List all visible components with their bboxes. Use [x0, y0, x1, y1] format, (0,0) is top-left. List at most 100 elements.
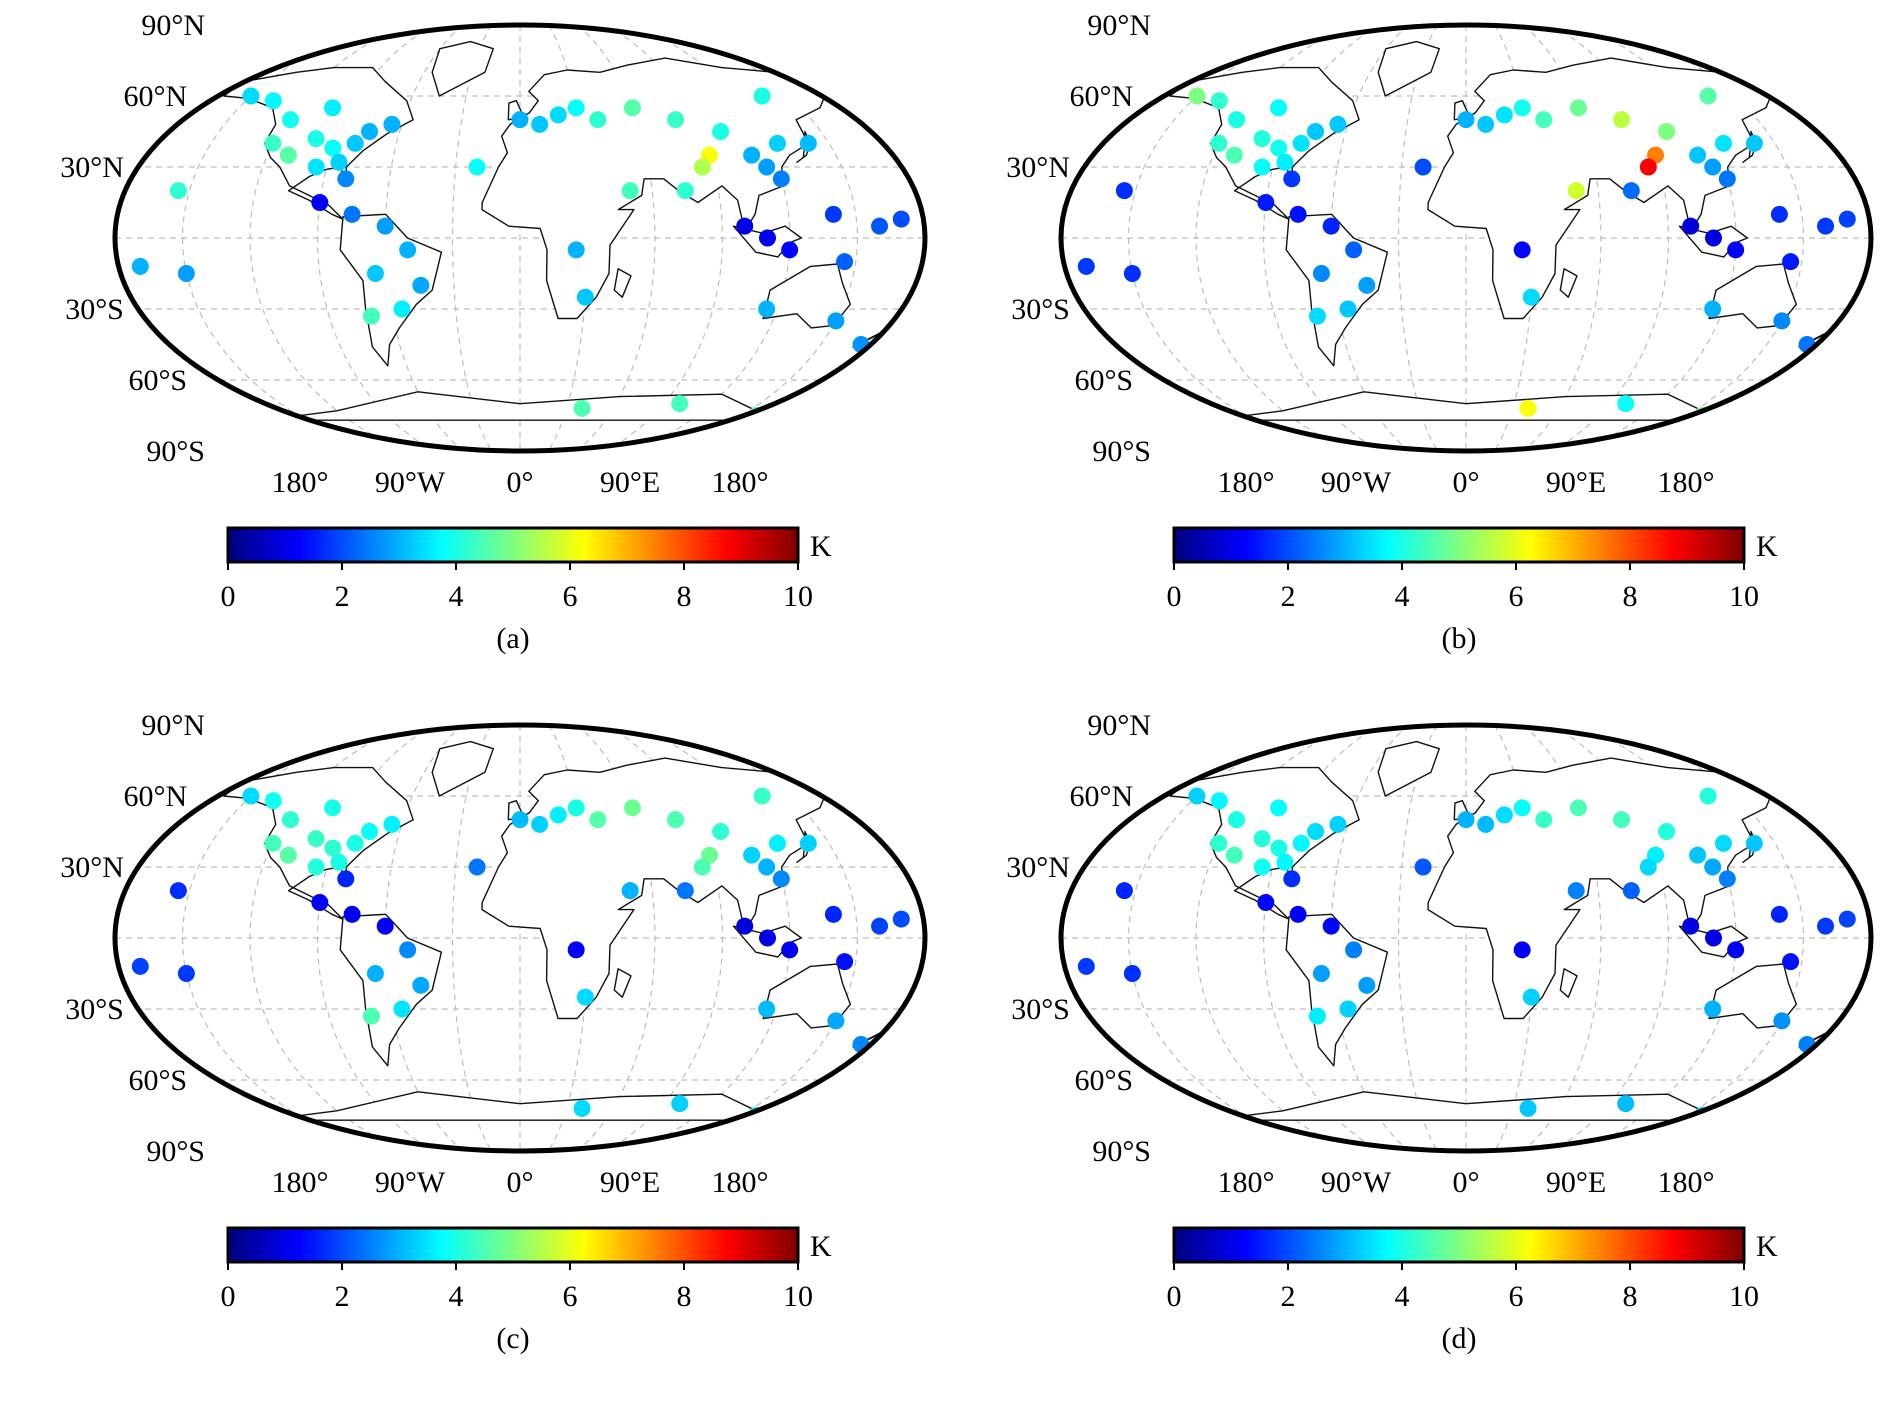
station-point: [279, 846, 297, 864]
station-point: [1727, 241, 1745, 259]
station-point: [1292, 834, 1310, 852]
colorbar-tick-label: 8: [1623, 580, 1638, 613]
station-point: [1253, 158, 1271, 176]
station-point: [693, 158, 711, 176]
land-south-america: [339, 213, 443, 367]
station-point: [671, 395, 689, 413]
station-point: [1329, 115, 1347, 133]
station-point: [531, 115, 549, 133]
station-point: [1115, 882, 1133, 900]
map-panel-d: 90°N 60°N 30°N 30°S 60°S 90°S 180° 90°W 0° 90°E 18…: [946, 700, 1892, 1400]
station-point: [1817, 917, 1835, 935]
panel-caption: (b): [1442, 622, 1477, 655]
station-point: [827, 1012, 845, 1030]
land-greenland: [431, 40, 494, 97]
station-point: [799, 134, 817, 152]
station-point: [324, 139, 342, 157]
station-point: [177, 965, 195, 982]
colorbar-tick-label: 10: [1729, 580, 1759, 613]
colorbar-tick-label: 8: [677, 1280, 692, 1313]
station-point: [1270, 99, 1288, 117]
station-point: [743, 846, 761, 864]
station-point: [671, 1095, 689, 1113]
station-point: [1773, 312, 1791, 330]
station-point: [1457, 111, 1475, 129]
station-point: [330, 153, 348, 171]
station-point: [311, 894, 329, 911]
colorbar-tick-label: 10: [783, 580, 813, 613]
station-point: [1704, 1000, 1722, 1018]
station-point: [169, 182, 187, 200]
latitude-label: 30°S: [1011, 293, 1070, 326]
station-point: [343, 905, 361, 923]
meridian-gridline: [576, 725, 656, 1151]
station-point: [1613, 811, 1631, 829]
station-point: [1253, 858, 1271, 876]
latitude-label: 30°N: [1006, 851, 1070, 884]
station-point: [1188, 87, 1206, 105]
longitude-label: 90°W: [1321, 466, 1392, 499]
station-point: [1312, 965, 1330, 982]
colorbar-tick-label: 0: [221, 580, 236, 613]
land-madagascar: [1559, 968, 1578, 998]
longitude-label: 90°E: [1546, 1166, 1606, 1199]
station-point: [1567, 882, 1585, 900]
latitude-label: 30°S: [65, 293, 124, 326]
station-point: [337, 870, 355, 888]
station-point: [1289, 205, 1307, 223]
station-point: [871, 917, 889, 935]
colorbar-tick-label: 2: [1281, 580, 1296, 613]
station-point: [621, 182, 639, 200]
station-point: [1522, 988, 1540, 1006]
station-point: [307, 158, 325, 176]
longitude-label: 0°: [507, 466, 534, 499]
colorbar-tick-label: 2: [335, 1280, 350, 1313]
panel-caption: (a): [496, 622, 529, 655]
station-point: [567, 99, 585, 117]
latitude-label: 60°S: [128, 364, 187, 397]
colorbar-tick-label: 0: [1167, 1280, 1182, 1313]
station-point: [1283, 170, 1301, 188]
station-point: [264, 92, 282, 110]
station-point: [573, 399, 591, 417]
longitude-label: 90°E: [600, 1166, 660, 1199]
land-madagascar: [1559, 268, 1578, 298]
colorbar-unit: K: [1756, 1230, 1778, 1263]
station-point: [1322, 217, 1340, 235]
latitude-label: 60°N: [1069, 80, 1133, 113]
station-point: [324, 799, 342, 817]
map-panel-b: 90°N 60°N 30°N 30°S 60°S 90°S 180° 90°W 0° 90°E 18…: [946, 0, 1892, 700]
latitude-label: 90°N: [1087, 9, 1151, 42]
station-point: [768, 834, 786, 852]
latitude-label: 90°N: [141, 9, 205, 42]
longitude-label: 180°: [712, 1166, 769, 1199]
map-figure: 90°N 60°N 30°N 30°S 60°S 90°S 180° 90°W 0° 90°E 18…: [60, 709, 928, 1355]
station-point: [758, 1000, 776, 1018]
map-figure: 90°N 60°N 30°N 30°S 60°S 90°S 180° 90°W 0° 90°E 18…: [1006, 9, 1874, 655]
station-point: [736, 917, 754, 935]
station-point: [337, 170, 355, 188]
latitude-label: 90°S: [1092, 1135, 1151, 1168]
station-point: [1770, 205, 1788, 223]
colorbar-tick-label: 8: [1623, 1280, 1638, 1313]
station-point: [1569, 799, 1587, 817]
latitude-label: 30°S: [1011, 993, 1070, 1026]
station-point: [376, 217, 394, 235]
station-point: [1704, 858, 1722, 876]
station-point: [311, 194, 329, 211]
colorbar-unit: K: [810, 530, 832, 563]
map-frame: [112, 22, 928, 454]
longitude-label: 90°W: [375, 1166, 446, 1199]
station-point: [892, 910, 910, 928]
station-point: [772, 870, 790, 888]
station-point: [667, 111, 685, 129]
station-point: [282, 811, 300, 829]
station-point: [768, 134, 786, 152]
station-point: [1228, 811, 1246, 829]
station-point: [1276, 853, 1294, 871]
station-point: [781, 241, 799, 259]
station-point: [1617, 1095, 1635, 1113]
station-point: [1345, 941, 1363, 959]
colorbar-gradient: [226, 526, 800, 564]
station-point: [1210, 834, 1228, 852]
